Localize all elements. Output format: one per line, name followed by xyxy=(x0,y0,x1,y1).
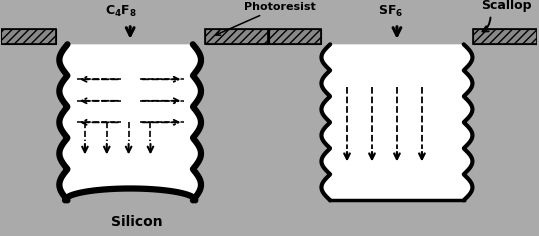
Bar xyxy=(269,29,321,44)
Text: Silicon: Silicon xyxy=(110,215,162,229)
Text: Scallop: Scallop xyxy=(481,0,531,12)
Text: Photoresist: Photoresist xyxy=(216,2,316,35)
Polygon shape xyxy=(59,44,201,200)
Bar xyxy=(1,29,56,44)
Bar xyxy=(473,29,537,44)
Bar xyxy=(269,29,321,44)
Bar xyxy=(205,29,268,44)
Bar xyxy=(1,29,56,44)
Bar xyxy=(473,29,537,44)
Bar xyxy=(205,29,268,44)
Text: $\mathbf{C_4F_8}$: $\mathbf{C_4F_8}$ xyxy=(105,3,137,18)
Text: $\mathbf{SF_6}$: $\mathbf{SF_6}$ xyxy=(378,3,403,18)
Polygon shape xyxy=(321,44,473,200)
